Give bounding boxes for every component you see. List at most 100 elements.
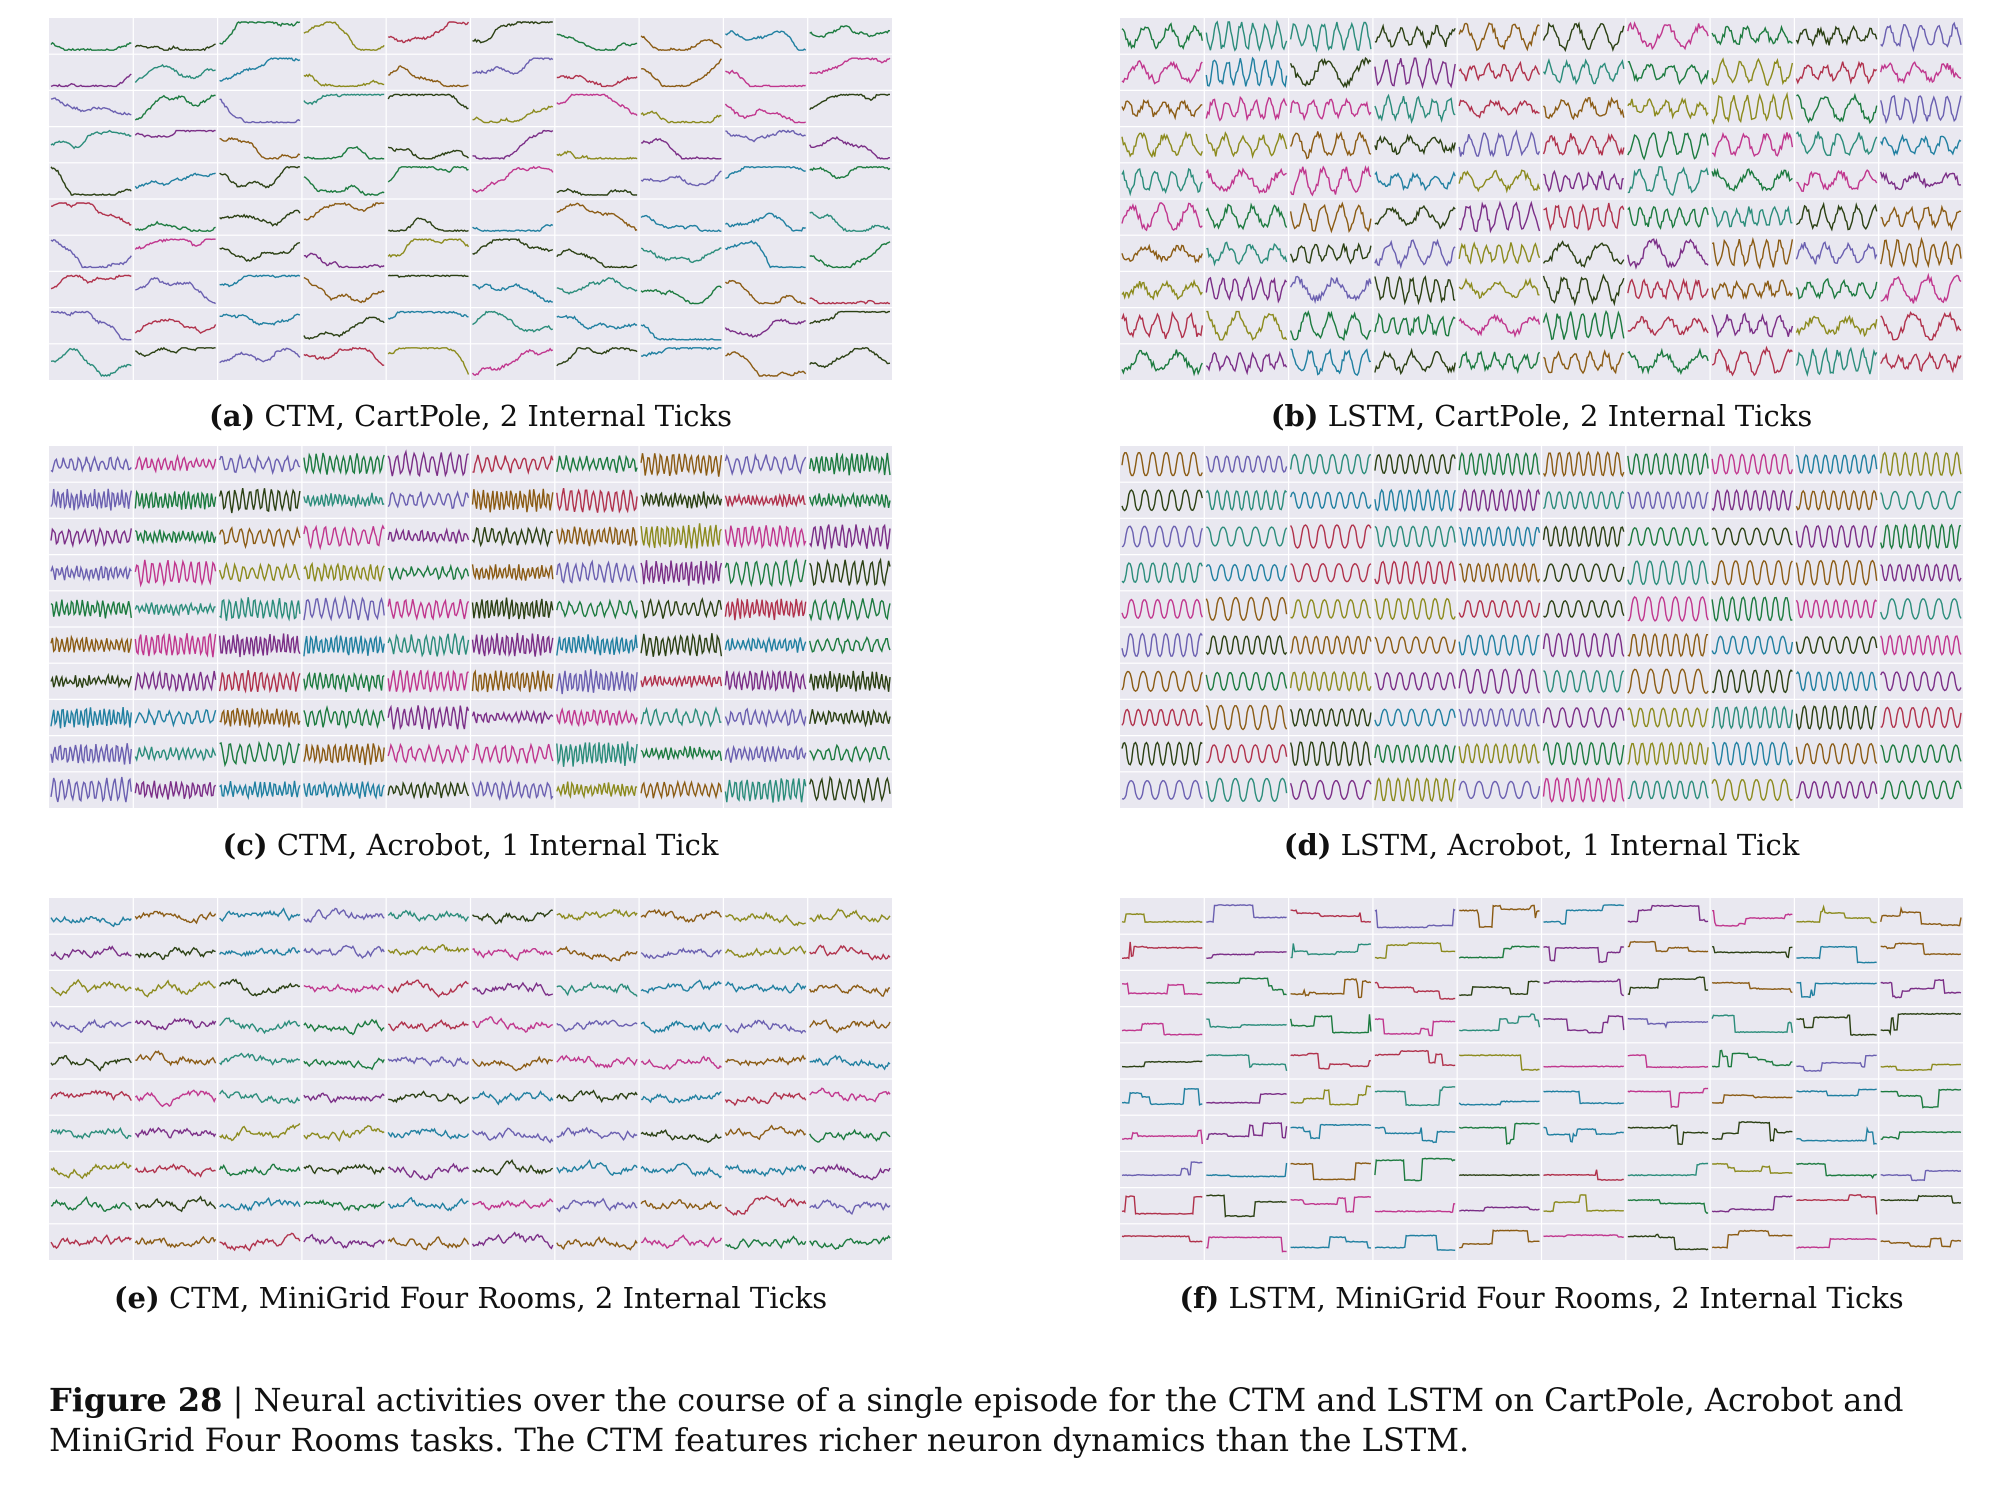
neuron-trace	[1458, 452, 1541, 477]
neuron-trace	[1458, 525, 1541, 548]
neuron-trace	[724, 279, 806, 305]
neuron-trace	[134, 453, 217, 474]
neuron-trace	[388, 65, 469, 88]
neuron-trace	[1795, 704, 1877, 731]
neuron-trace	[388, 563, 470, 582]
neuron-trace	[556, 981, 638, 997]
neuron-trace	[303, 1125, 385, 1143]
neuron-trace	[1205, 19, 1288, 52]
neuron-trace	[387, 449, 469, 478]
neuron-trace	[134, 979, 217, 998]
neuron-trace	[1711, 131, 1794, 158]
neuron-trace	[724, 318, 806, 338]
neuron-trace	[1121, 202, 1203, 232]
neuron-trace	[556, 1054, 638, 1069]
neuron-trace	[1374, 23, 1456, 50]
panel-e-plot	[49, 898, 892, 1260]
neuron-trace	[724, 778, 807, 803]
neuron-trace	[809, 1199, 891, 1216]
neuron-trace	[1627, 315, 1709, 337]
neuron-trace	[1627, 1124, 1709, 1146]
neuron-trace	[1542, 309, 1625, 341]
neuron-trace	[556, 634, 638, 656]
neuron-trace	[303, 671, 385, 693]
neuron-trace	[1796, 1237, 1877, 1249]
neuron-trace	[50, 73, 132, 88]
neuron-trace	[1374, 453, 1456, 475]
neuron-trace	[1880, 1194, 1962, 1204]
neuron-trace	[1627, 780, 1709, 800]
neuron-trace	[303, 907, 385, 923]
neuron-trace	[218, 670, 301, 694]
neuron-trace	[1121, 349, 1203, 377]
caption-d-text: LSTM, Acrobot, 1 Internal Tick	[1340, 828, 1800, 862]
neuron-trace	[1795, 636, 1878, 655]
neuron-trace	[387, 347, 470, 375]
neuron-trace	[724, 669, 807, 693]
neuron-trace	[1121, 670, 1203, 693]
neuron-trace	[1374, 743, 1456, 764]
neuron-trace	[472, 21, 553, 44]
neuron-trace	[50, 978, 132, 997]
neuron-trace	[50, 129, 132, 150]
neuron-trace	[50, 239, 132, 269]
neuron-trace	[1121, 1129, 1203, 1145]
neuron-trace	[1290, 1236, 1371, 1249]
neuron-trace	[1795, 277, 1878, 300]
neuron-trace	[387, 490, 470, 510]
neuron-trace	[219, 907, 301, 923]
neuron-trace	[640, 596, 723, 619]
neuron-trace	[1880, 978, 1962, 999]
neuron-trace	[1458, 707, 1540, 728]
neuron-trace	[219, 1197, 301, 1212]
neuron-trace	[1374, 1203, 1456, 1214]
caption-d: (d) LSTM, Acrobot, 1 Internal Tick	[1120, 828, 1963, 862]
neuron-trace	[387, 1162, 470, 1181]
neuron-trace	[809, 1087, 891, 1103]
neuron-trace	[640, 1129, 722, 1144]
neuron-trace	[1543, 1015, 1625, 1034]
neuron-trace	[1289, 164, 1372, 197]
neuron-trace	[303, 492, 385, 509]
neuron-trace	[1627, 1054, 1709, 1069]
neuron-trace	[1206, 904, 1287, 923]
neuron-trace	[556, 188, 638, 196]
neuron-trace	[50, 1018, 132, 1034]
neuron-trace	[219, 166, 300, 189]
neuron-trace	[1458, 200, 1541, 234]
neuron-trace	[809, 25, 891, 39]
neuron-trace	[1458, 668, 1541, 695]
neuron-trace	[1796, 1194, 1878, 1215]
neuron-trace	[1542, 132, 1625, 157]
neuron-trace	[1880, 1130, 1962, 1140]
neuron-trace	[1458, 1100, 1540, 1106]
neuron-trace	[809, 983, 891, 997]
neuron-trace	[218, 633, 301, 658]
neuron-trace	[387, 1019, 469, 1032]
neuron-trace	[1458, 60, 1541, 82]
neuron-trace	[1795, 346, 1878, 378]
neuron-trace	[556, 150, 638, 160]
neuron-trace	[1459, 1206, 1540, 1212]
neuron-trace	[134, 1235, 217, 1249]
figure-caption-label: Figure 28	[49, 1381, 223, 1419]
neuron-trace	[556, 1019, 638, 1032]
neuron-trace	[640, 745, 723, 762]
neuron-trace	[303, 276, 385, 304]
neuron-trace	[1121, 525, 1203, 548]
neuron-trace	[556, 93, 638, 116]
neuron-trace	[1374, 981, 1456, 1000]
neuron-trace	[1543, 1194, 1624, 1213]
neuron-trace	[1795, 131, 1878, 157]
neuron-trace	[1121, 22, 1203, 50]
neuron-trace	[1458, 1122, 1540, 1145]
neuron-trace	[1711, 1195, 1793, 1213]
neuron-trace	[1627, 130, 1709, 161]
neuron-trace	[1121, 130, 1203, 159]
neuron-trace	[1711, 527, 1793, 546]
neuron-trace	[1121, 1060, 1203, 1068]
neuron-trace	[1121, 310, 1203, 339]
neuron-trace	[471, 597, 554, 620]
neuron-trace	[219, 597, 301, 622]
neuron-trace	[1627, 526, 1709, 547]
